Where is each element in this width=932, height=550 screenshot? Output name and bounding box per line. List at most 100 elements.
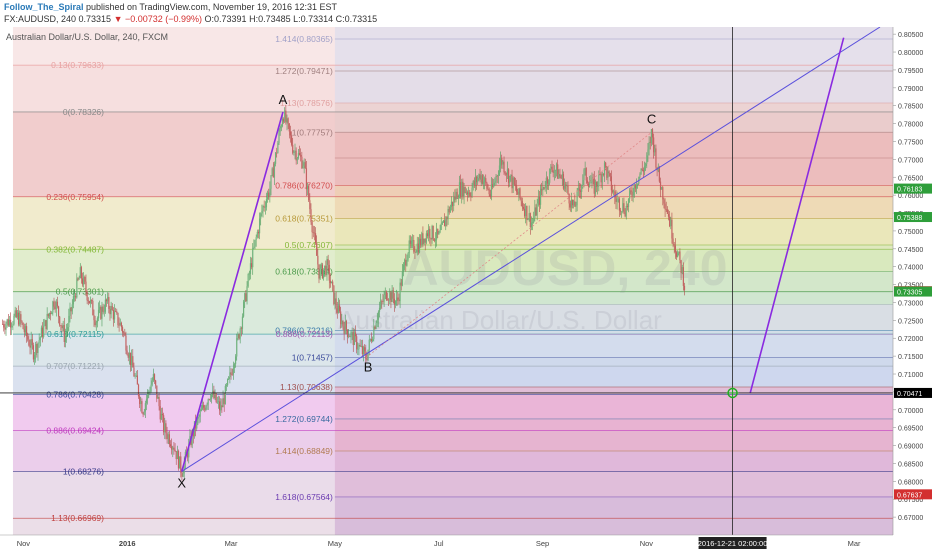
- candle-body: [479, 174, 481, 180]
- point-label-c: C: [647, 111, 656, 126]
- candle-body: [125, 335, 127, 351]
- fib-level-label-right: 1.13(0.78576): [280, 98, 333, 108]
- candle-body: [535, 207, 537, 216]
- candle-body: [552, 170, 554, 173]
- candle-body: [72, 296, 75, 305]
- candle-body: [212, 390, 214, 395]
- candle-body: [14, 310, 16, 316]
- candle-body: [470, 195, 472, 197]
- candle-body: [152, 374, 154, 381]
- candle-body: [342, 320, 344, 327]
- candle-body: [229, 372, 231, 378]
- candle-body: [614, 191, 616, 198]
- candle-body: [340, 311, 342, 325]
- candle-body: [473, 180, 475, 185]
- candle-body: [361, 346, 363, 355]
- candle-body: [312, 232, 314, 233]
- candle-body: [258, 218, 261, 234]
- candle-body: [629, 190, 631, 199]
- price-tick-label: 0.79500: [898, 68, 923, 75]
- candle-body: [352, 331, 354, 345]
- candle-body: [76, 278, 78, 298]
- candle-body: [649, 142, 651, 144]
- candle-body: [148, 391, 150, 393]
- candle-body: [126, 350, 128, 355]
- candle-body: [67, 327, 69, 332]
- candle-body: [303, 162, 305, 166]
- candle-body: [351, 331, 353, 333]
- candle-body: [55, 301, 57, 310]
- candle-body: [33, 355, 36, 360]
- candle-body: [413, 240, 415, 252]
- candle-body: [464, 187, 466, 194]
- candle-body: [567, 185, 569, 194]
- candle-body: [252, 248, 254, 268]
- candle-body: [415, 252, 417, 253]
- candle-body: [549, 168, 551, 183]
- candle-body: [674, 245, 676, 253]
- candle-body: [112, 310, 114, 320]
- candle-body: [7, 319, 9, 326]
- candle-body: [406, 259, 408, 266]
- candle-body: [319, 268, 321, 279]
- candle-body: [630, 190, 632, 192]
- candle-body: [102, 306, 104, 312]
- candle-body: [207, 399, 209, 405]
- candle-body: [582, 180, 584, 186]
- candle-body: [509, 176, 511, 183]
- candle-body: [52, 301, 54, 313]
- candle-body: [215, 393, 217, 403]
- candle-body: [462, 181, 464, 198]
- candle-body: [519, 188, 521, 199]
- candle-body: [521, 201, 523, 207]
- price-badge: [894, 286, 932, 297]
- candle-body: [514, 184, 517, 187]
- candle-body: [255, 237, 257, 240]
- candle-body: [216, 401, 218, 403]
- candle-body: [605, 162, 607, 167]
- candle-body: [35, 343, 37, 356]
- fib-level-label-left: 0.382(0.74487): [46, 244, 104, 254]
- price-badge-label: 0.70471: [897, 391, 922, 398]
- candle-body: [537, 196, 539, 204]
- candle-body: [8, 319, 11, 326]
- candle-body: [287, 118, 289, 124]
- candle-body: [364, 347, 366, 352]
- time-tick-label: May: [328, 539, 342, 548]
- candle-body: [69, 307, 71, 316]
- candle-body: [550, 166, 552, 169]
- candle-body: [265, 199, 268, 208]
- watermark-symbol: AUDUSD, 240: [402, 240, 727, 296]
- candle-body: [635, 185, 638, 189]
- candle-body: [557, 164, 559, 179]
- candle-body: [577, 187, 579, 191]
- price-chart[interactable]: 0.13(0.79633) 0(0.78326) 0.236(0.75954) 0.3…: [0, 27, 932, 550]
- candle-body: [205, 406, 207, 411]
- price-badge: [894, 489, 932, 500]
- candle-body: [428, 228, 430, 237]
- candle-body: [213, 390, 215, 399]
- candle-body: [262, 206, 264, 211]
- candle-body: [217, 401, 220, 402]
- fib-level-label-left: 0.618(0.72115): [47, 329, 104, 339]
- author-link[interactable]: Follow_The_Spiral: [4, 2, 84, 12]
- candle-body: [566, 185, 568, 187]
- candle-body: [398, 299, 400, 302]
- candle-body: [240, 328, 242, 330]
- candle-body: [245, 293, 247, 302]
- candle-body: [104, 299, 106, 312]
- fib-level-label-right: 1(0.71457): [292, 353, 333, 363]
- candle-body: [318, 264, 320, 279]
- time-tick-label: Mar: [848, 539, 861, 548]
- fib-level-label-left: 0.707(0.71221): [46, 361, 104, 371]
- candle-body: [598, 173, 600, 187]
- candle-body: [510, 174, 512, 177]
- candle-body: [288, 123, 290, 132]
- candle-body: [669, 216, 671, 227]
- candle-body: [23, 329, 25, 333]
- candle-body: [333, 285, 335, 305]
- candle-body: [525, 205, 527, 217]
- candle-body: [456, 191, 458, 199]
- point-label-b: B: [364, 360, 373, 375]
- candle-body: [599, 173, 601, 175]
